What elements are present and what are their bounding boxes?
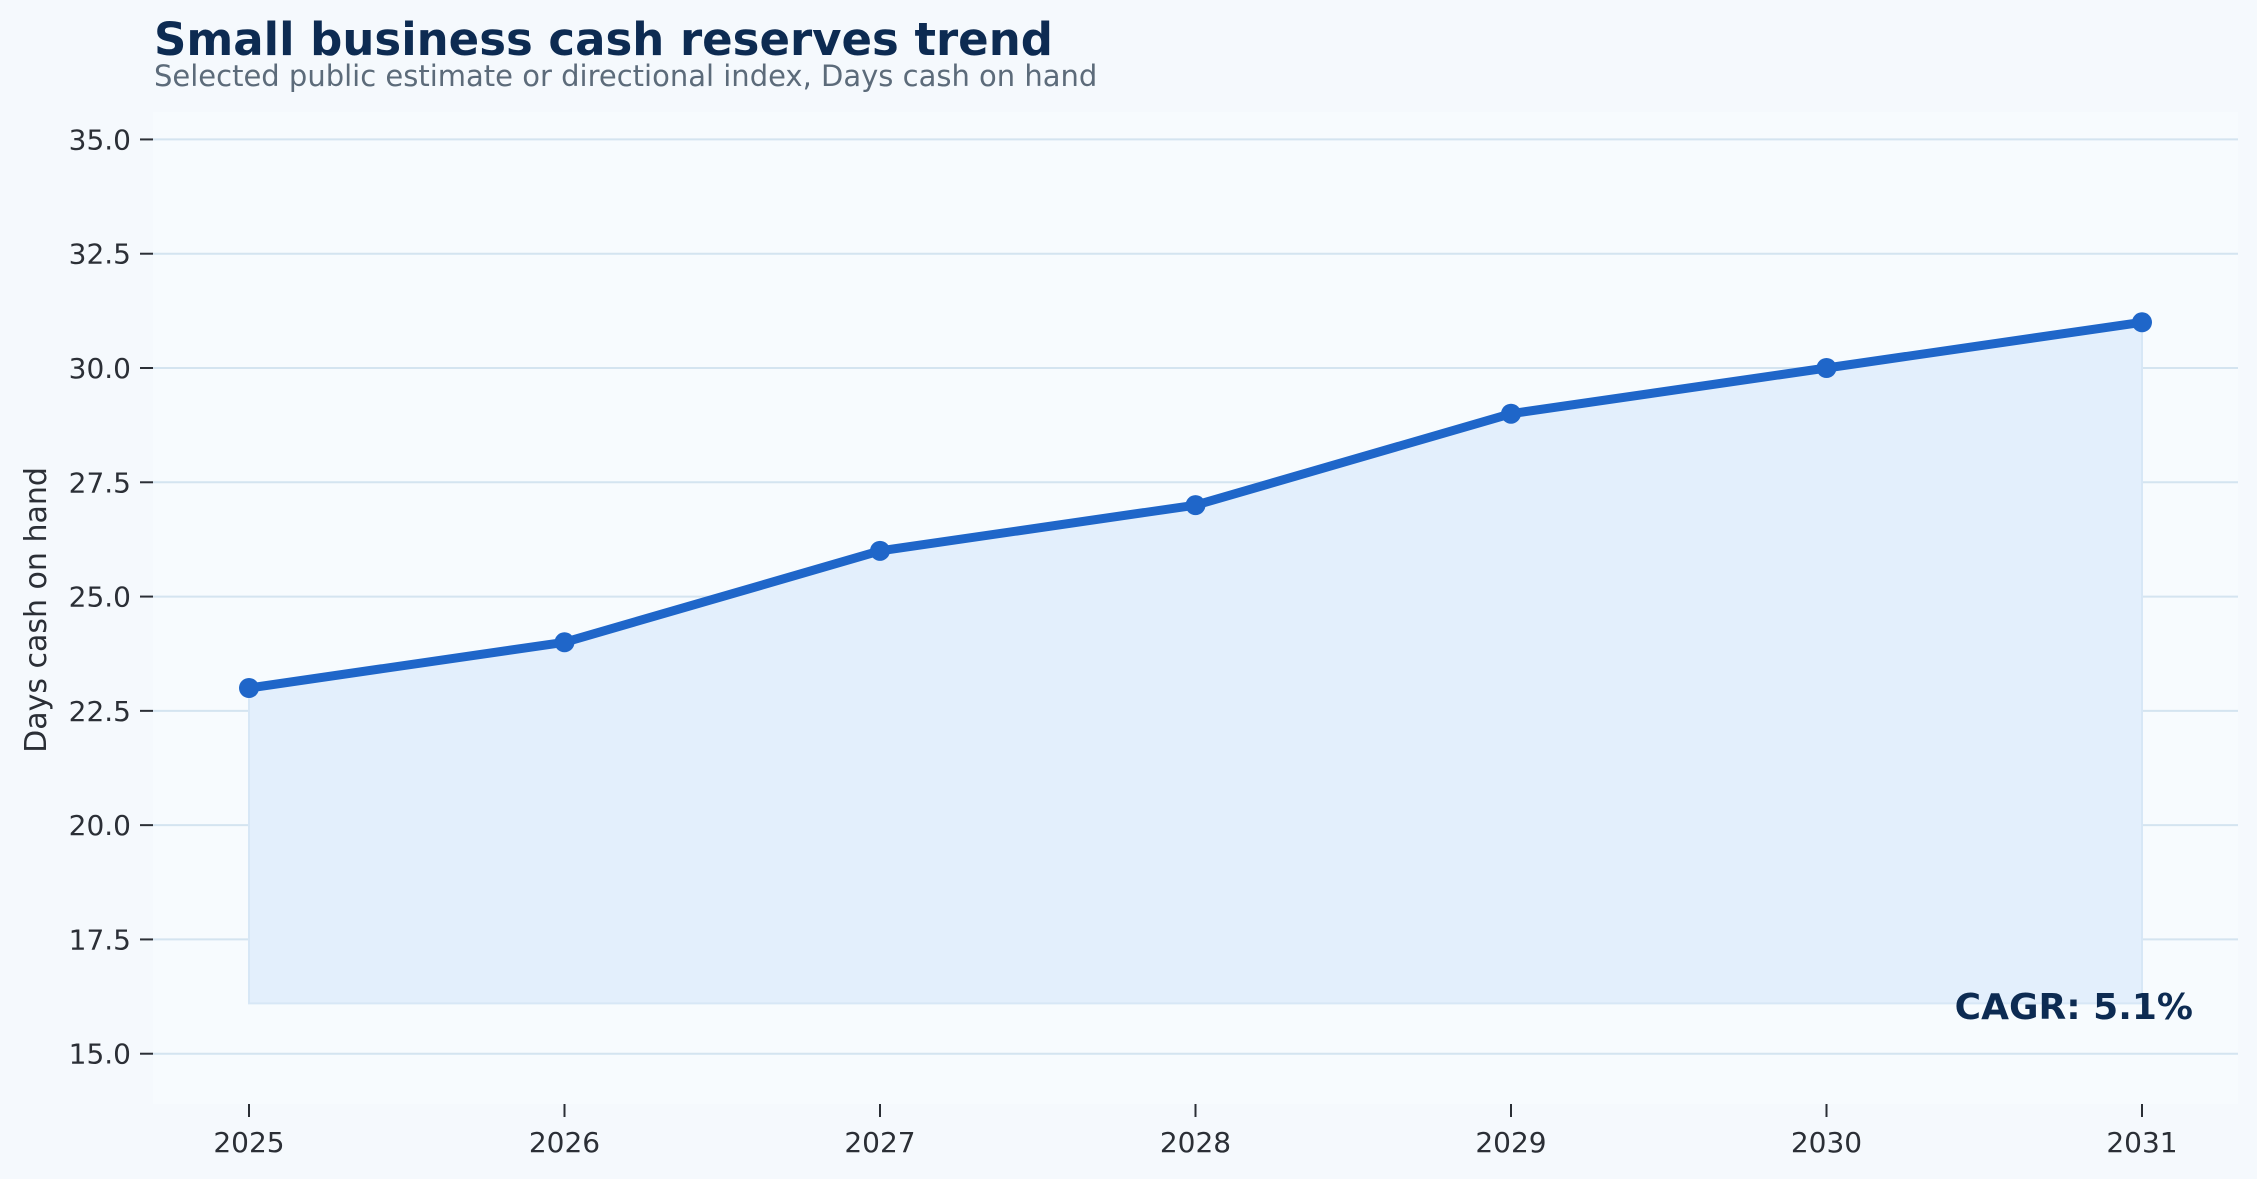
chart-title: Small business cash reserves trend — [154, 13, 1053, 66]
data-point — [1816, 358, 1837, 378]
data-point — [870, 540, 890, 561]
x-tick-label: 2027 — [844, 1126, 915, 1159]
x-tick-label: 2031 — [2106, 1126, 2177, 1159]
chart-subtitle: Selected public estimate or directional … — [154, 59, 1097, 93]
x-tick-label: 2026 — [529, 1126, 600, 1159]
cagr-annotation: CAGR: 5.1% — [1955, 987, 2193, 1028]
x-tick-label: 2025 — [213, 1126, 284, 1159]
y-tick-label: 20.0 — [69, 809, 131, 842]
data-points — [239, 312, 2152, 698]
x-tick-label: 2030 — [1791, 1126, 1862, 1159]
x-tick-label: 2029 — [1475, 1126, 1546, 1159]
data-point — [239, 678, 259, 698]
x-axis: 2025 2026 2027 2028 2029 2030 2031 — [213, 1104, 2178, 1159]
y-tick-label: 32.5 — [69, 238, 131, 271]
y-tick-label: 27.5 — [69, 466, 131, 499]
data-point — [1501, 403, 1521, 424]
x-tick-label: 2028 — [1160, 1126, 1231, 1159]
y-tick-label: 35.0 — [69, 123, 131, 156]
data-point — [554, 632, 575, 653]
y-tick-label: 25.0 — [69, 581, 131, 614]
y-axis: 15.0 17.5 20.0 22.5 25.0 27.5 30.0 32.5 35.0 — [69, 123, 153, 1071]
y-tick-label: 17.5 — [69, 923, 131, 956]
data-point — [1185, 495, 1206, 516]
y-tick-label: 15.0 — [69, 1038, 131, 1071]
data-point — [2132, 312, 2152, 333]
y-tick-label: 22.5 — [69, 695, 131, 728]
y-axis-label: Days cash on hand — [19, 467, 54, 753]
y-tick-label: 30.0 — [69, 352, 131, 385]
